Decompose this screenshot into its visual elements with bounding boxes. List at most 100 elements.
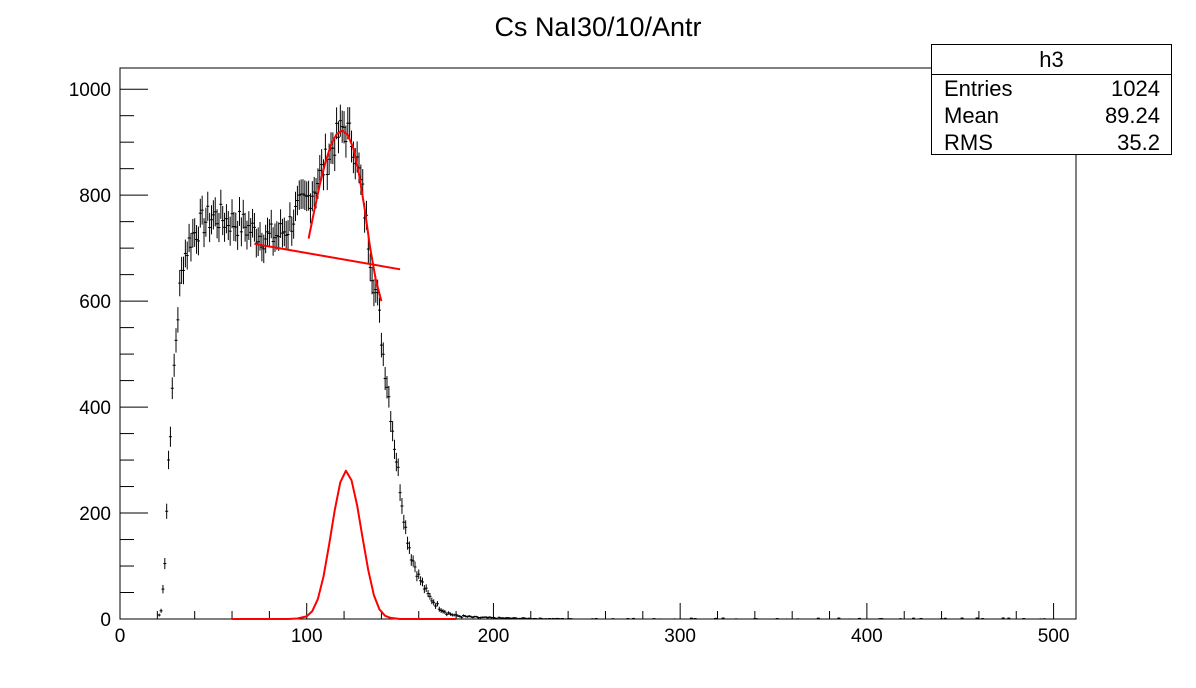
histogram-bin	[213, 197, 217, 227]
histogram-bin	[465, 615, 469, 618]
histogram-bin	[232, 211, 236, 241]
histogram-bin	[448, 612, 452, 616]
histogram-bin	[471, 616, 475, 619]
histogram-bin	[1007, 617, 1011, 619]
histogram-bin	[460, 616, 464, 619]
histogram-bin	[960, 617, 964, 619]
fit-gaussian-curve	[232, 469, 457, 620]
histogram-bin	[497, 616, 501, 619]
x-tick-label: 400	[851, 626, 883, 647]
histogram-bin	[266, 217, 270, 247]
histogram-bin	[693, 617, 697, 620]
histogram-bin	[714, 617, 718, 619]
histogram-bin	[305, 181, 309, 212]
histogram-bin	[488, 616, 492, 618]
stats-row-rms: RMS 35.2	[932, 129, 1171, 156]
histogram-bin	[652, 618, 656, 620]
histogram-bin	[269, 209, 273, 239]
histogram-bin	[224, 204, 228, 234]
histogram-bin	[420, 577, 424, 587]
histogram-bin	[217, 212, 221, 243]
histogram-bin	[415, 571, 419, 582]
y-tick-label: 1000	[69, 80, 111, 101]
histogram-bin	[325, 158, 329, 191]
histogram-bin	[215, 209, 219, 239]
histogram-bin	[467, 615, 471, 618]
histogram-bin	[267, 219, 271, 248]
histogram-bin	[407, 541, 411, 554]
histogram-bin	[857, 617, 861, 619]
histogram-bin	[189, 233, 193, 262]
histogram-bin	[673, 618, 677, 620]
histogram-bin	[1039, 618, 1043, 620]
histogram-points	[157, 104, 1046, 620]
histogram-bin	[439, 608, 443, 613]
stats-value: 89.24	[1104, 103, 1160, 128]
histogram-bin	[411, 555, 415, 567]
histogram-bin	[432, 599, 436, 606]
histogram-bin	[385, 376, 389, 399]
x-tick-label: 200	[478, 626, 510, 647]
stats-box: h3 Entries 1024 Mean 89.24 RMS 35.2	[931, 44, 1172, 155]
histogram-bin	[191, 218, 195, 248]
histogram-bin	[398, 484, 402, 502]
histogram-bin	[185, 241, 189, 270]
histogram-bin	[239, 217, 243, 247]
histogram-bin	[226, 210, 230, 241]
histogram-bin	[157, 613, 161, 617]
histogram-bin	[165, 503, 169, 519]
histogram-bin	[430, 597, 434, 605]
histogram-bin	[264, 224, 268, 254]
histogram-bin	[170, 377, 174, 400]
histogram-bin	[441, 609, 445, 614]
histogram-bin	[912, 617, 916, 619]
histogram-bin	[417, 569, 421, 579]
histogram-bin	[209, 205, 213, 235]
histogram-bin	[181, 256, 185, 285]
histogram-bin	[279, 209, 283, 238]
histogram-bin	[392, 439, 396, 459]
histogram-bin	[493, 617, 497, 619]
histogram-bin	[975, 617, 979, 619]
histogram-bin	[206, 191, 210, 221]
histogram-bin	[198, 198, 202, 228]
histogram-bin	[463, 615, 467, 618]
histogram-bin	[284, 220, 288, 250]
histogram-bin	[163, 558, 167, 570]
histogram-bin	[594, 617, 598, 619]
histogram-bin	[295, 185, 299, 216]
histogram-bin	[394, 452, 398, 472]
x-tick-label: 100	[291, 626, 323, 647]
histogram-bin	[223, 212, 227, 242]
histogram-bin	[419, 576, 423, 586]
histogram-bin	[379, 332, 383, 358]
histogram-bin	[174, 328, 178, 353]
histogram-bin	[796, 618, 800, 620]
histogram-bin	[1042, 618, 1046, 620]
histogram-bin	[426, 590, 430, 598]
histogram-bin	[837, 617, 841, 619]
histogram-bin	[277, 222, 281, 251]
histogram-bin	[249, 218, 253, 247]
histogram-bin	[519, 617, 523, 619]
x-tick-label: 300	[664, 626, 696, 647]
histogram-bin	[422, 584, 426, 594]
histogram-bin	[178, 269, 182, 297]
y-tick-label: 200	[79, 504, 111, 525]
fit-curves	[232, 129, 457, 620]
histogram-bin	[658, 618, 662, 620]
y-tick-label: 400	[79, 398, 111, 419]
histogram-bin	[848, 618, 852, 620]
histogram-bin	[228, 216, 232, 246]
histogram-bin	[406, 536, 410, 550]
histogram-bin	[340, 110, 344, 143]
histogram-bin	[445, 612, 449, 617]
histogram-bin	[234, 212, 238, 242]
histogram-bin	[301, 179, 305, 209]
histogram-bin	[484, 616, 488, 618]
histogram-bin	[308, 193, 312, 224]
histogram-bin	[219, 189, 223, 219]
y-tick-label: 600	[79, 292, 111, 313]
histogram-bin	[230, 199, 234, 229]
